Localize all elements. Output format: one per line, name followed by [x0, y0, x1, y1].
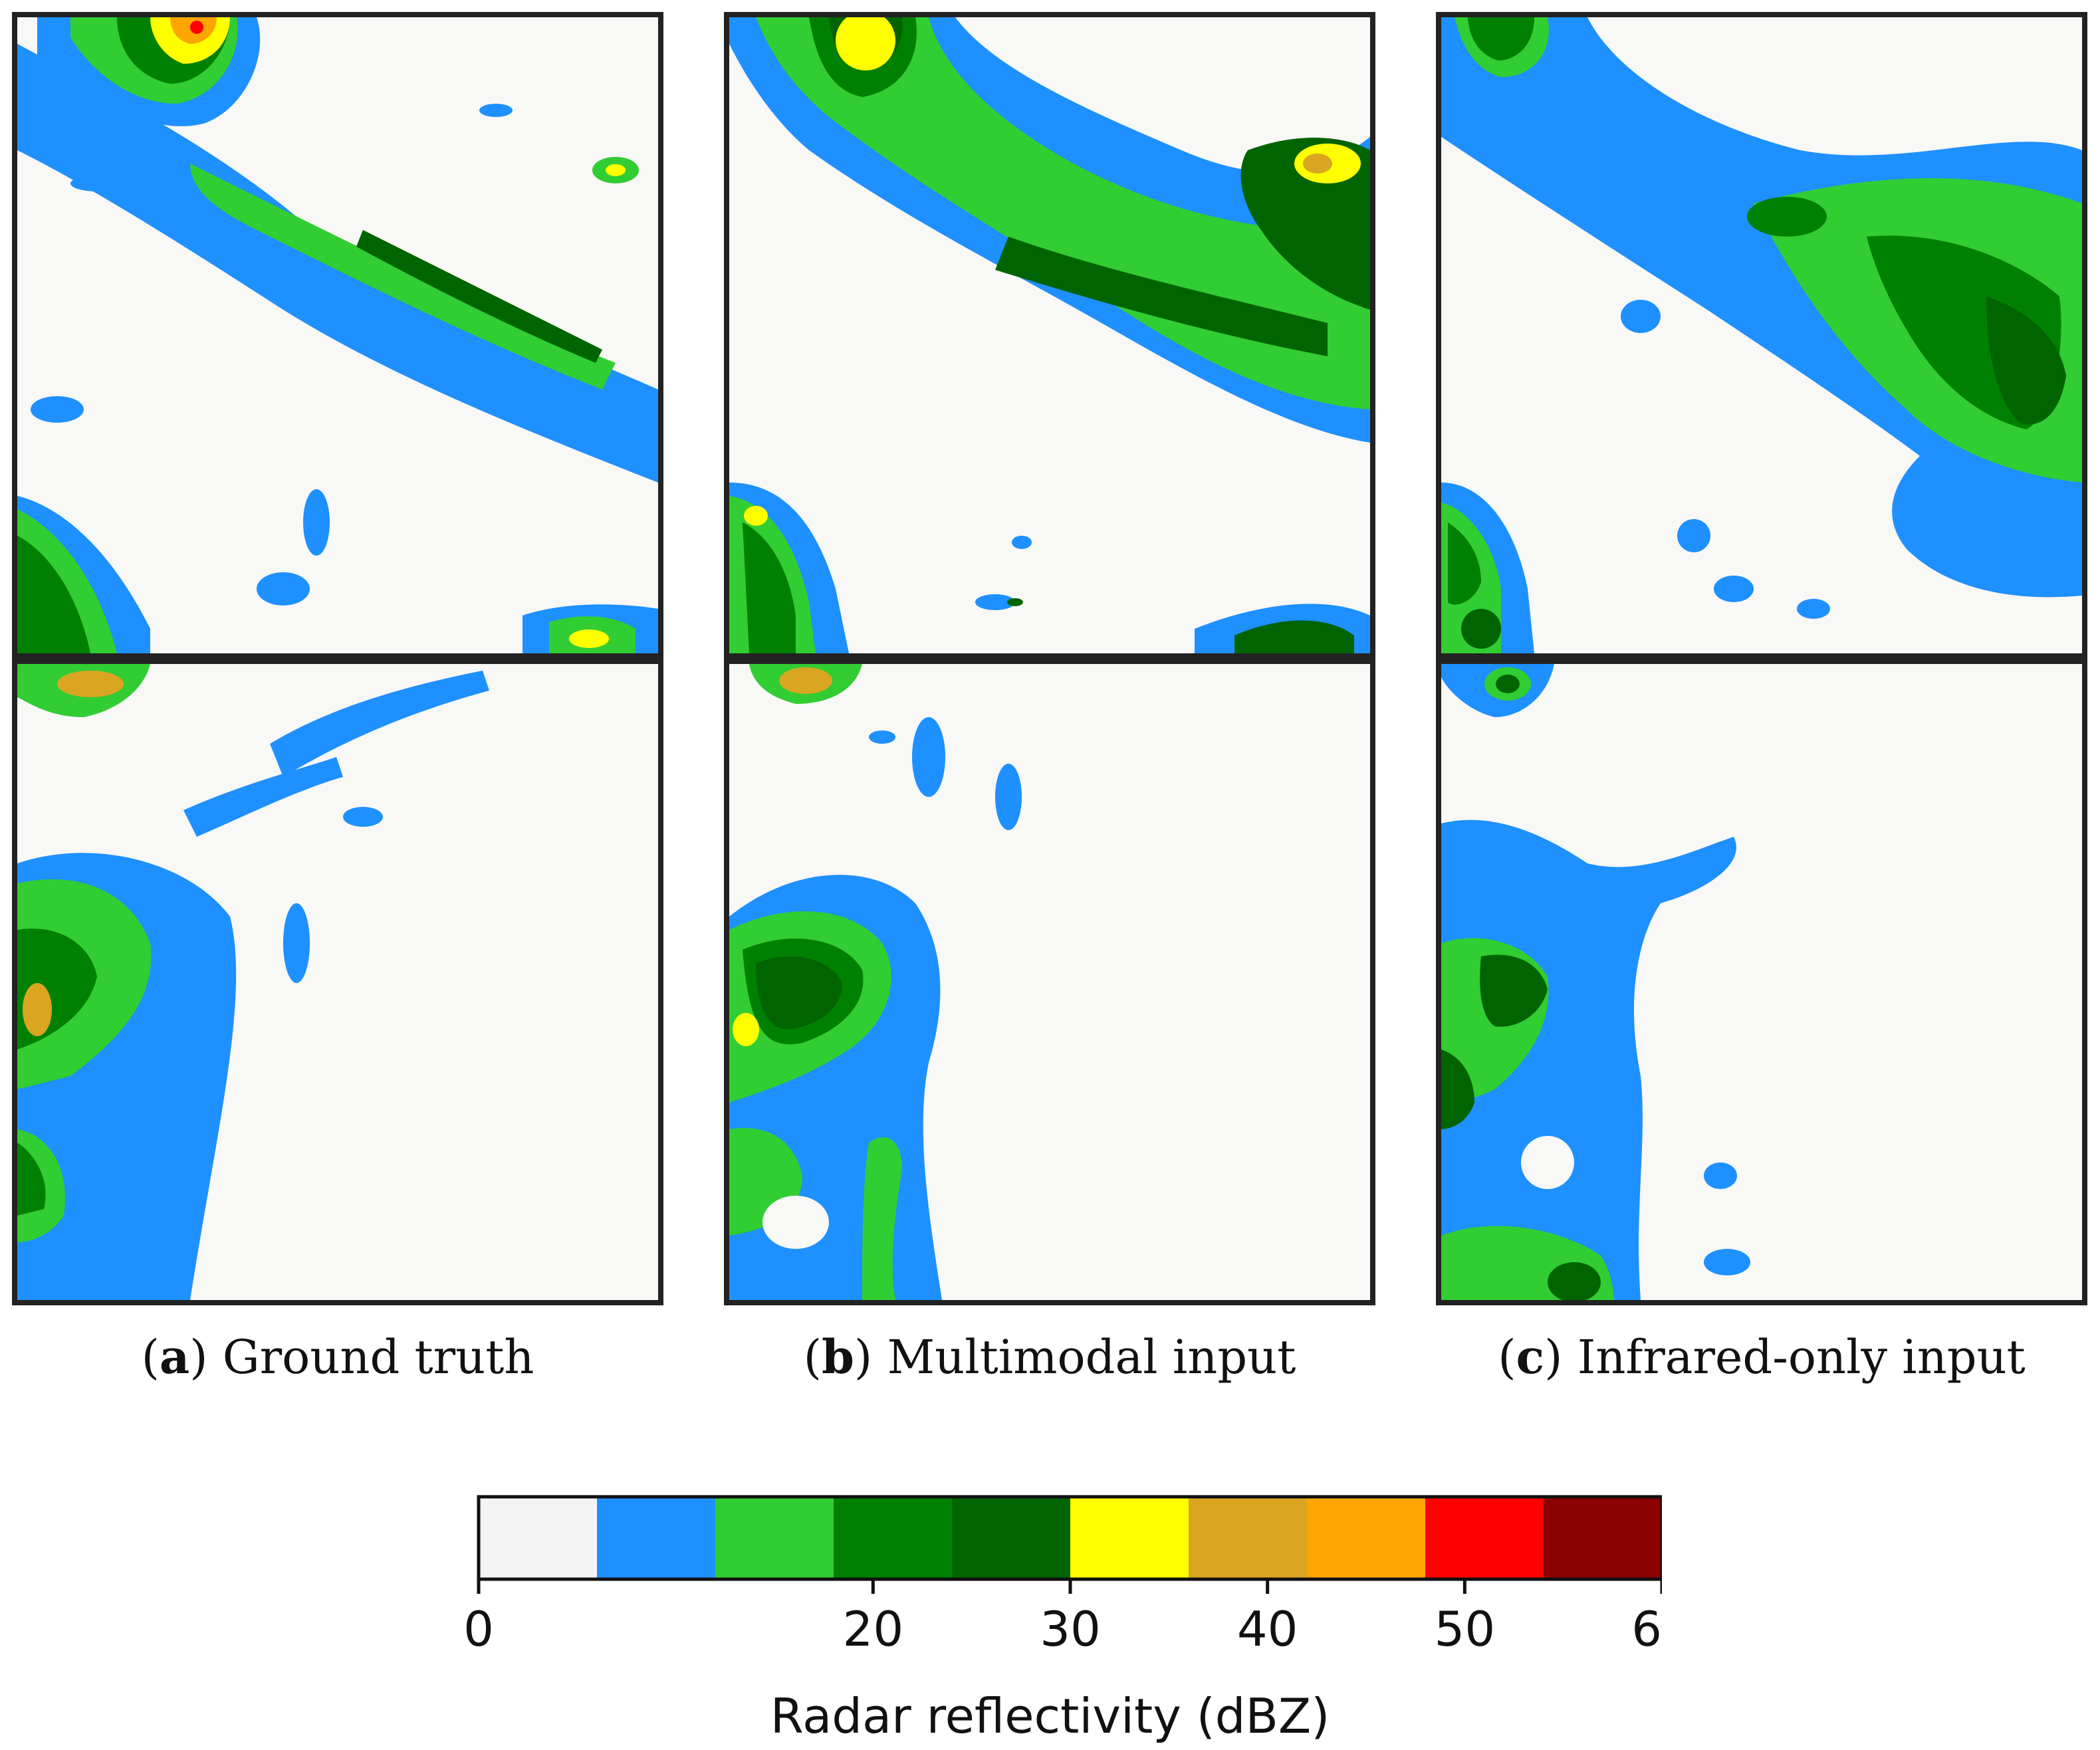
rain-cell [995, 764, 1022, 830]
rain-streak [270, 671, 489, 777]
rain-region [1468, 17, 1534, 60]
rain-cell [606, 164, 626, 176]
rain-cell [1747, 197, 1827, 237]
rain-cell [1621, 300, 1661, 333]
colorbar-bin [479, 1497, 598, 1579]
rain-core [779, 667, 832, 694]
radar-field-a-top [17, 17, 658, 653]
radar-field-c-bottom [1441, 664, 2082, 1300]
rain-core [1303, 154, 1332, 173]
rain-cell [1677, 519, 1710, 552]
colorbar-bin [834, 1497, 953, 1579]
colorbar-ticks: 0 20 30 40 50 60 [465, 1579, 1662, 1657]
rain-region [756, 956, 842, 1030]
colorbar-tick-label: 60 [1631, 1601, 1662, 1657]
colorbar-bin [1307, 1497, 1426, 1579]
rain-region [17, 1143, 46, 1216]
rain-region [1448, 522, 1481, 605]
rain-region [1480, 954, 1548, 1027]
rain-core [23, 983, 52, 1036]
caption-c: (c) Infrared-only input [1498, 1329, 2026, 1384]
rain-cell [257, 572, 310, 605]
rain-core [57, 671, 124, 697]
rain-region [1441, 17, 2082, 598]
rain-core [733, 1013, 759, 1046]
colorbar-tick-label: 30 [1040, 1601, 1101, 1657]
colorbar-tick-label: 20 [843, 1601, 904, 1657]
radar-map-b-bottom [724, 659, 1375, 1305]
rain-cell [283, 903, 310, 983]
rain-cell [1007, 598, 1023, 606]
rain-core [1496, 675, 1520, 693]
rain-region [1441, 1049, 1474, 1129]
rain-cell [1012, 536, 1032, 549]
caption-letter: a [159, 1329, 190, 1384]
radar-field-b-top [729, 17, 1370, 653]
rain-streak [183, 757, 343, 837]
rain-cell [31, 396, 84, 423]
rain-core [1548, 1262, 1601, 1300]
colorbar-bin [1425, 1497, 1544, 1579]
rain-cell [869, 730, 895, 744]
caption-letter: b [821, 1329, 854, 1384]
rain-cell [1704, 1162, 1737, 1189]
caption-a: (a) Ground truth [141, 1329, 534, 1384]
rain-band-core [995, 237, 1328, 356]
rain-cell [1797, 599, 1830, 619]
rain-region [356, 230, 602, 363]
rain-cell [2016, 549, 2063, 576]
rain-core [569, 629, 609, 648]
colorbar-bin [952, 1497, 1071, 1579]
rain-region [1986, 296, 2066, 425]
rain-cell [343, 807, 383, 827]
radar-field-a-bottom [17, 664, 658, 1300]
rain-region [862, 1137, 902, 1300]
rain-region [1441, 820, 1736, 1300]
rain-cell [975, 594, 1015, 610]
rain-cell [70, 175, 124, 191]
colorbar-bin [715, 1497, 834, 1579]
rain-cell [1704, 1249, 1750, 1275]
rain-core [836, 17, 895, 70]
caption-letter: c [1516, 1329, 1545, 1384]
rain-cell [912, 717, 945, 797]
rain-region [190, 164, 616, 389]
radar-map-c-top [1436, 12, 2087, 659]
colorbar-bin [1544, 1497, 1662, 1579]
radar-map-c-bottom [1436, 659, 2087, 1305]
rain-core [190, 21, 203, 34]
colorbar-label: Radar reflectivity (dBZ) [770, 1688, 1330, 1744]
colorbar-bins [479, 1497, 1662, 1579]
radar-map-a-top [12, 12, 663, 659]
caption-text: Infrared-only input [1577, 1330, 2026, 1384]
colorbar: 0 20 30 40 50 60 [465, 1495, 1662, 1657]
radar-field-b-bottom [729, 664, 1370, 1300]
rain-cell [303, 489, 330, 556]
rain-region [1234, 620, 1354, 653]
rain-core [1461, 609, 1501, 649]
colorbar-tick-label: 50 [1435, 1601, 1496, 1657]
panel-column-a [12, 12, 663, 1305]
clear-gap [762, 1196, 829, 1249]
rain-cell [479, 104, 513, 117]
rain-core [744, 506, 768, 526]
colorbar-bin [1189, 1497, 1308, 1579]
rain-region [17, 536, 90, 653]
rain-region [743, 522, 796, 653]
colorbar-tick-label: 0 [465, 1601, 494, 1657]
radar-field-c-top [1441, 17, 2082, 653]
colorbar-bin [597, 1497, 716, 1579]
clear-gap [1521, 1136, 1574, 1189]
colorbar-bin [1070, 1497, 1189, 1579]
rain-cell [1714, 576, 1754, 602]
caption-text: Ground truth [222, 1330, 534, 1384]
caption-b: (b) Multimodal input [803, 1329, 1296, 1384]
caption-text: Multimodal input [887, 1330, 1296, 1384]
radar-map-b-top [724, 12, 1375, 659]
colorbar-tick-label: 40 [1237, 1601, 1298, 1657]
panel-column-c [1436, 12, 2087, 1305]
radar-map-a-bottom [12, 659, 663, 1305]
panel-column-b [724, 12, 1375, 1305]
